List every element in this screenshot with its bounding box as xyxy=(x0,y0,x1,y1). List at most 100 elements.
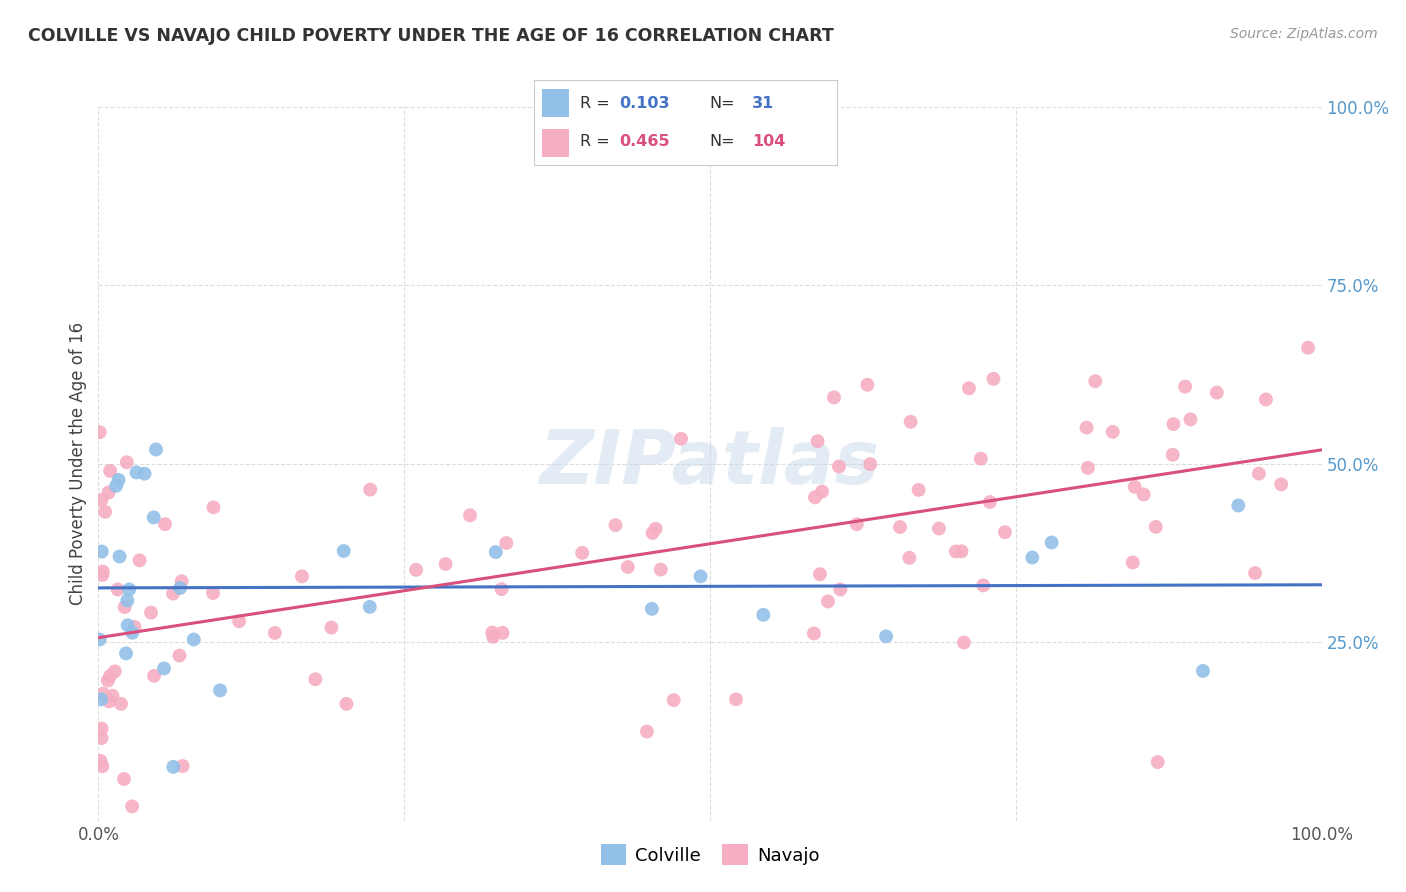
Point xyxy=(803,626,825,640)
Point xyxy=(128,553,150,567)
Point xyxy=(1122,556,1144,570)
Point xyxy=(118,582,141,597)
Point xyxy=(209,683,232,698)
Point xyxy=(491,582,513,597)
Point xyxy=(900,415,922,429)
Point xyxy=(907,483,929,497)
Point xyxy=(808,567,831,582)
Point xyxy=(650,563,672,577)
Point xyxy=(875,629,897,643)
Point xyxy=(1163,417,1185,431)
Point xyxy=(972,578,994,592)
Point xyxy=(970,451,993,466)
Point xyxy=(117,618,139,632)
Point xyxy=(669,432,692,446)
Point xyxy=(97,673,120,688)
Point xyxy=(823,391,845,405)
Point xyxy=(108,549,131,564)
Point xyxy=(641,602,664,616)
Point xyxy=(928,521,950,535)
Point xyxy=(117,593,139,607)
Point xyxy=(90,722,112,736)
Point xyxy=(817,594,839,608)
Point xyxy=(143,669,166,683)
Legend: Colville, Navajo: Colville, Navajo xyxy=(593,837,827,872)
Point xyxy=(811,484,834,499)
Point xyxy=(482,630,505,644)
Point xyxy=(90,692,112,706)
Point xyxy=(105,479,128,493)
Point xyxy=(121,799,143,814)
Text: 31: 31 xyxy=(752,95,775,111)
Point xyxy=(121,625,143,640)
Point xyxy=(172,759,194,773)
Point xyxy=(1180,412,1202,426)
Text: Source: ZipAtlas.com: Source: ZipAtlas.com xyxy=(1230,27,1378,41)
Point xyxy=(434,557,457,571)
Point xyxy=(291,569,314,583)
Point xyxy=(1270,477,1292,491)
Point xyxy=(1146,755,1168,769)
Bar xyxy=(541,89,569,117)
Point xyxy=(107,473,129,487)
Point xyxy=(1174,379,1197,393)
Point xyxy=(153,661,176,675)
Point xyxy=(91,568,114,582)
Point xyxy=(115,455,138,469)
Point xyxy=(1076,420,1098,434)
Point xyxy=(845,517,868,532)
Point xyxy=(332,544,354,558)
Point xyxy=(641,525,664,540)
Point xyxy=(994,525,1017,540)
Point xyxy=(979,495,1001,509)
Point xyxy=(107,582,129,597)
Point xyxy=(889,520,911,534)
Point xyxy=(859,457,882,471)
Point xyxy=(1296,341,1319,355)
Point xyxy=(1161,448,1184,462)
Point xyxy=(89,754,111,768)
Point xyxy=(90,492,112,507)
Point xyxy=(359,483,381,497)
Point xyxy=(169,581,191,595)
Y-axis label: Child Poverty Under the Age of 16: Child Poverty Under the Age of 16 xyxy=(69,322,87,606)
Point xyxy=(806,434,828,449)
Text: N=: N= xyxy=(710,134,735,149)
Point xyxy=(1192,664,1215,678)
Point xyxy=(139,606,162,620)
Point xyxy=(856,377,879,392)
Point xyxy=(228,614,250,628)
Point xyxy=(91,687,114,701)
Point xyxy=(94,505,117,519)
Point xyxy=(91,565,114,579)
Point xyxy=(804,491,827,505)
Point xyxy=(945,544,967,558)
Point xyxy=(1244,566,1267,580)
Point xyxy=(97,485,120,500)
Point xyxy=(101,689,124,703)
Point xyxy=(89,425,111,439)
Point xyxy=(1040,535,1063,549)
Point xyxy=(145,442,167,457)
Point xyxy=(263,626,285,640)
Point xyxy=(724,692,747,706)
Point xyxy=(898,550,921,565)
Point xyxy=(202,586,225,600)
Text: 0.465: 0.465 xyxy=(619,134,669,149)
Point xyxy=(335,697,357,711)
Point xyxy=(983,372,1005,386)
Point xyxy=(1144,520,1167,534)
Point xyxy=(104,665,127,679)
Point xyxy=(98,669,121,683)
Point xyxy=(950,544,973,558)
Text: COLVILLE VS NAVAJO CHILD POVERTY UNDER THE AGE OF 16 CORRELATION CHART: COLVILLE VS NAVAJO CHILD POVERTY UNDER T… xyxy=(28,27,834,45)
Point xyxy=(1123,480,1146,494)
Point xyxy=(830,582,852,597)
Text: R =: R = xyxy=(579,134,609,149)
Text: ZIPatlas: ZIPatlas xyxy=(540,427,880,500)
Point xyxy=(304,672,326,686)
Point xyxy=(112,772,135,786)
Point xyxy=(495,536,517,550)
Point xyxy=(1247,467,1270,481)
Point xyxy=(89,632,111,647)
